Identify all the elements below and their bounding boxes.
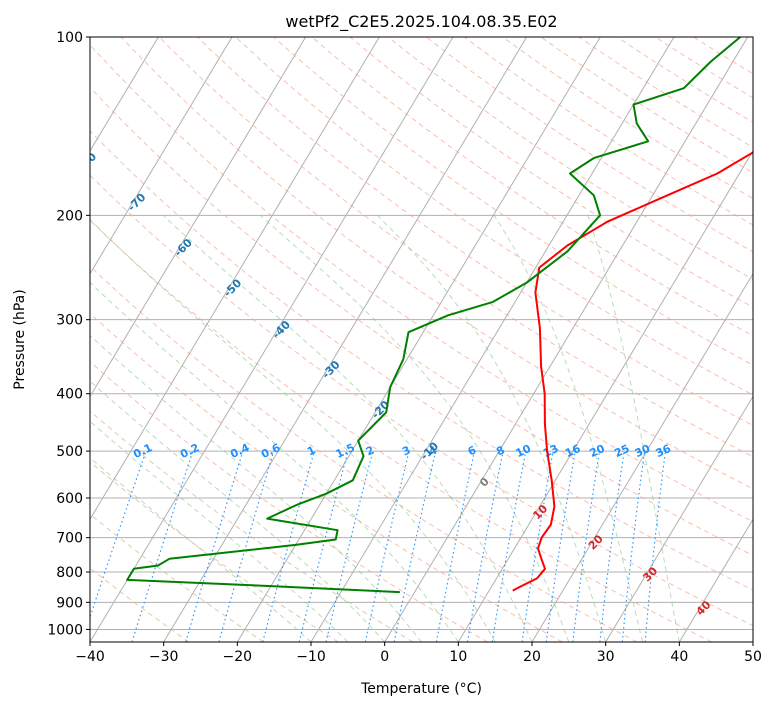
y-tick-label: 500 [56,444,83,460]
y-tick-label: 900 [56,595,83,611]
mixing-ratio-label: 10 [514,442,534,460]
mixing-ratio-label: 36 [654,442,674,460]
mixing-ratio-line [644,451,666,642]
dry-adiabat-line [90,461,339,642]
y-axis-label: Pressure (hPa) [12,289,28,389]
mixing-ratio-line [572,451,601,642]
plot-frame [89,36,754,643]
mixing-ratio-label: 16 [563,442,583,460]
dry-adiabat-line [90,130,753,591]
dry-adiabat-line [273,37,753,366]
moist-adiabat-line [376,214,607,642]
dry-adiabat-line [90,513,264,642]
isotherm-line [90,37,159,152]
mixing-ratio-line [90,450,147,619]
dry-adiabat-line [90,44,753,523]
temperature-line [512,151,753,592]
moist-adiabat-line [90,281,459,642]
moist-adiabat-line [493,215,643,642]
moist-adiabats [90,214,680,642]
isotherm-line [90,37,307,398]
dry-adiabat-line [158,37,753,458]
isotherm-label: -80 [76,150,99,173]
mixing-ratio-line [466,450,504,642]
dry-adiabat-line [120,37,753,490]
x-tick-label: 0 [380,649,389,665]
mixing-ratio-label: 25 [612,442,631,460]
dry-adiabat-line [90,360,488,642]
isotherm-line [236,37,601,642]
moist-adiabat-line [90,218,496,642]
dry-adiabat-line [197,37,753,427]
mixing-ratio-line [621,451,646,642]
mixing-ratio-line [545,451,576,642]
isotherm-line [384,37,749,642]
moist-adiabat-line [90,420,349,642]
x-axis-label: Temperature (°C) [360,681,482,697]
chart-title: wetPf2_C2E5.2025.104.08.35.E02 [285,12,557,32]
x-tick-label: −20 [223,649,253,665]
x-tick-label: 10 [449,649,467,665]
mixing-ratio-line [599,451,625,642]
moist-adiabat-line [90,334,422,642]
mixing-ratio-line [521,451,554,642]
x-tick-label: −40 [75,649,105,665]
mixing-ratio-label: 30 [633,442,653,460]
dry-adiabat-line [90,312,563,642]
dry-adiabat-line [349,37,753,308]
isotherm-line [678,518,753,642]
isotherm-line [605,395,753,642]
moist-adiabat-line [587,215,680,642]
dewpoint-line [126,37,741,594]
moist-adiabat-line [260,214,570,642]
axis-ticks: −40 −30 −20 −10 0 10 20 30 40 50 100 200 300 400 500 60… [47,30,762,665]
y-tick-label: 100 [56,30,83,46]
x-tick-label: 30 [597,649,615,665]
mixing-ratio-line [435,450,476,642]
y-tick-label: 1000 [47,622,83,638]
mixing-ratio-lines [90,450,666,642]
y-tick-label: 600 [56,491,83,507]
x-tick-label: 40 [670,649,688,665]
x-tick-label: 50 [744,649,762,665]
dry-adiabat-line [90,265,638,642]
x-tick-label: −30 [149,649,179,665]
mixing-ratio-line [185,450,244,642]
dry-adiabat-line [90,219,712,642]
dry-adiabat-line [90,174,753,627]
mixing-ratio-line [218,450,275,642]
y-tick-label: 700 [56,531,83,547]
isotherm-line [457,149,753,642]
mixing-ratio-label: 20 [588,442,608,460]
dry-adiabats [90,37,753,642]
x-tick-label: 20 [523,649,541,665]
isotherm-line [163,37,528,642]
y-tick-label: 200 [56,208,83,224]
y-tick-label: 400 [56,387,83,403]
y-tick-label: 300 [56,313,83,329]
moist-adiabat-line [162,214,533,642]
mixing-ratio-line [491,450,527,642]
x-tick-label: −10 [296,649,326,665]
isotherm-line [90,37,233,275]
isotherm-line [90,37,454,642]
isotherm-line [531,272,753,642]
y-tick-label: 800 [56,565,83,581]
moist-adiabat-line [90,457,312,642]
mixing-ratio-line [131,450,194,642]
isotherm-line [90,37,380,521]
